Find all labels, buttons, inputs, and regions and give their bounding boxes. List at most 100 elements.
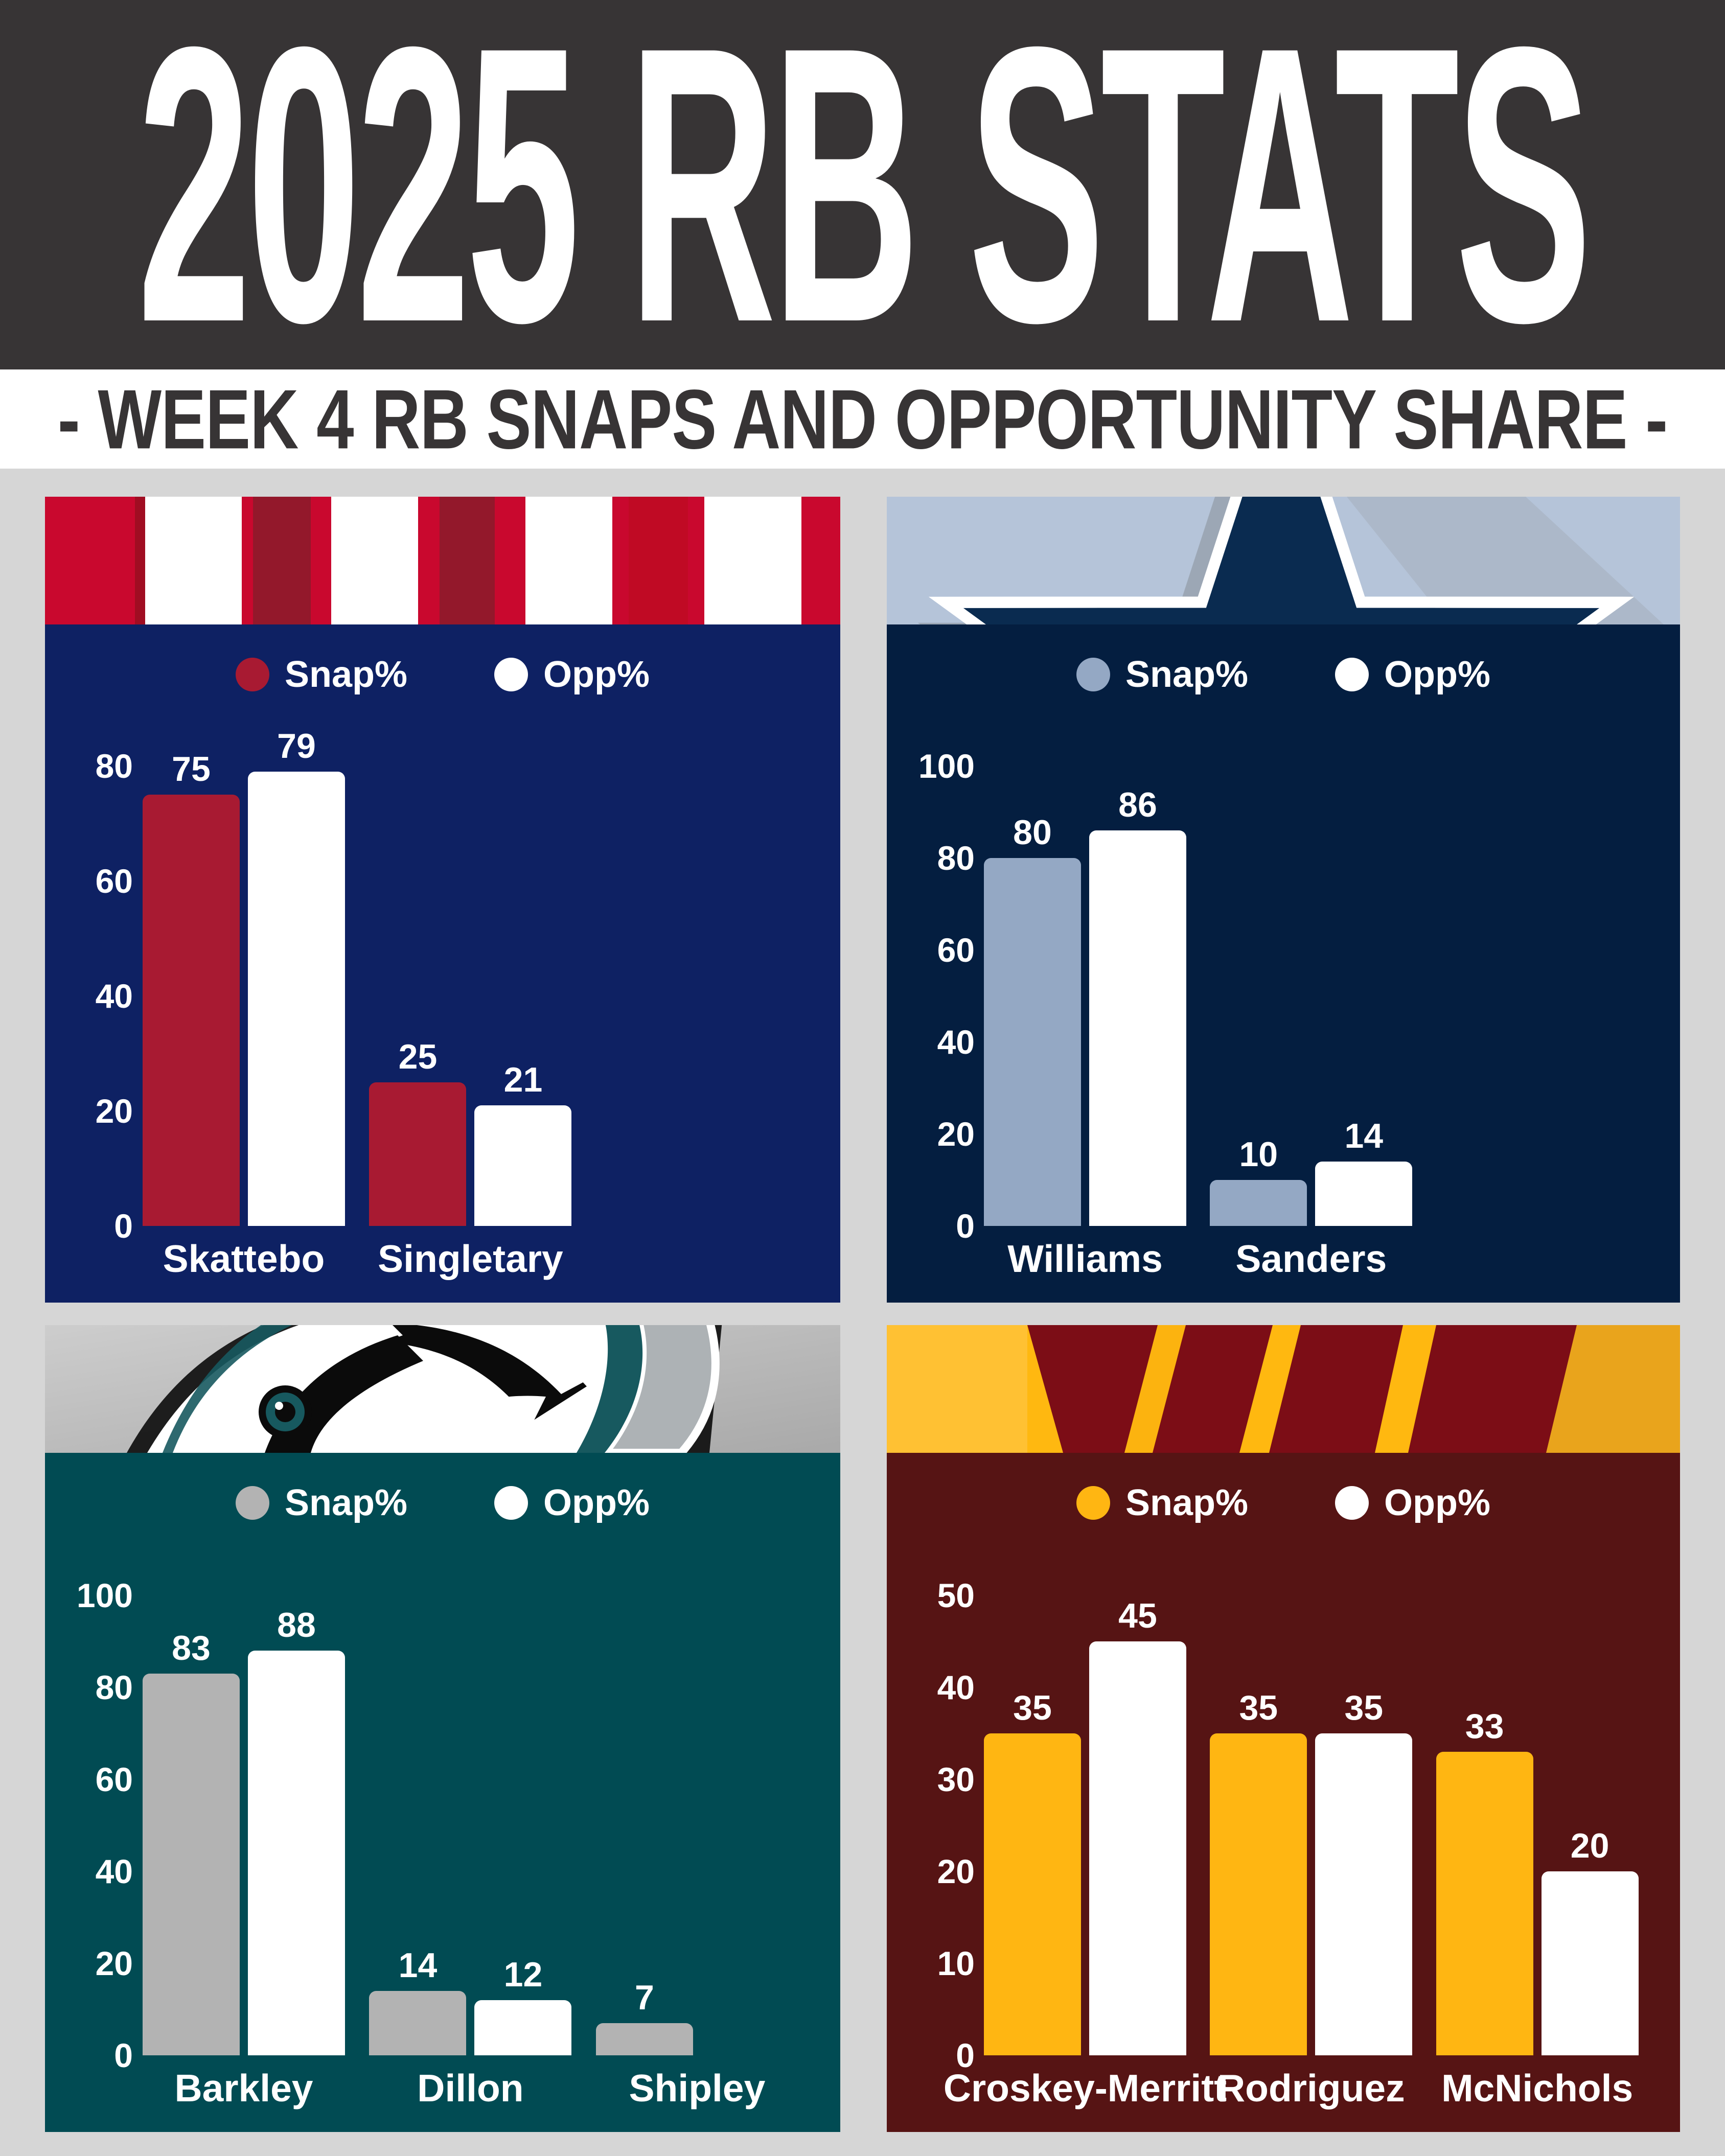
- cowboys-snap-bar: [984, 858, 1081, 1226]
- cowboys-star-icon: [887, 497, 1680, 624]
- y-tick-label: 0: [956, 2036, 975, 2074]
- commanders-opp-bar: [1315, 1733, 1413, 2055]
- eagles-snap-bar: [369, 1991, 467, 2055]
- y-tick-label: 80: [95, 747, 133, 785]
- y-tick-label: 20: [937, 1115, 975, 1153]
- commanders-snap-bar: [984, 1733, 1081, 2055]
- snap-legend-dot-icon: [235, 1486, 269, 1520]
- panel-giants: Snap% Opp% 80 60 40 20 0 75 79 Skattebo 25 21 Single…: [45, 497, 840, 1303]
- legend-item-opp: Opp%: [1335, 656, 1490, 693]
- y-tick-label: 60: [95, 862, 133, 900]
- bar-value-label: 45: [1118, 1596, 1157, 1635]
- bar-value-label: 10: [1239, 1135, 1278, 1174]
- snap-legend-dot-icon: [1076, 658, 1110, 691]
- opp-legend-dot-icon: [494, 1486, 528, 1520]
- giants-opp-bar: [248, 772, 345, 1226]
- giants-snap-bar: [143, 795, 240, 1226]
- y-tick-label: 80: [937, 839, 975, 877]
- y-tick-label: 40: [937, 1023, 975, 1061]
- cowboys-legend: Snap% Opp%: [887, 656, 1680, 693]
- legend-label: Snap%: [1125, 654, 1249, 695]
- giants-opp-bar: [474, 1105, 572, 1226]
- eagles-opp-bar: [248, 1651, 345, 2055]
- x-axis-label: Singletary: [378, 1237, 563, 1280]
- eagles-head-icon: [45, 1325, 840, 1453]
- cowboys-snap-bar: [1210, 1180, 1307, 1226]
- giants-chart: Snap% Opp% 80 60 40 20 0 75 79 Skattebo 25 21 Single…: [45, 624, 840, 1303]
- legend-item-opp: Opp%: [1335, 1485, 1490, 1521]
- bar-value-label: 20: [1570, 1826, 1609, 1865]
- y-tick-label: 50: [937, 1577, 975, 1614]
- bar-value-label: 88: [277, 1606, 316, 1644]
- x-axis-label: Shipley: [629, 2067, 766, 2109]
- legend-item-snap: Snap%: [235, 656, 407, 693]
- y-tick-label: 20: [937, 1852, 975, 1890]
- y-tick-label: 0: [114, 2036, 133, 2074]
- opp-legend-dot-icon: [1335, 1486, 1369, 1520]
- x-axis-label: Williams: [1007, 1237, 1163, 1280]
- bar-value-label: 35: [1013, 1688, 1052, 1727]
- subtitle-band: - WEEK 4 RB SNAPS AND OPPORTUNITY SHARE …: [0, 369, 1725, 469]
- eagles-chart: Snap% Opp% 100 80 60 40 20 0 83 88 Barkley 14 12 Dill…: [45, 1453, 840, 2132]
- bar-value-label: 83: [172, 1629, 211, 1667]
- eagles-header: [45, 1325, 840, 1453]
- snap-legend-dot-icon: [235, 658, 269, 691]
- commanders-opp-bar: [1089, 1641, 1186, 2055]
- eagles-opp-bar: [474, 2000, 572, 2055]
- y-tick-label: 40: [95, 977, 133, 1015]
- legend-label: Opp%: [1384, 654, 1491, 695]
- legend-item-snap: Snap%: [1076, 656, 1248, 693]
- x-axis-label: Dillon: [417, 2067, 524, 2109]
- y-tick-label: 0: [956, 1207, 975, 1245]
- giants-header: [45, 497, 840, 624]
- legend-label: Opp%: [543, 654, 650, 695]
- commanders-header: [887, 1325, 1680, 1453]
- bar-value-label: 14: [398, 1946, 438, 1985]
- page-title: 2025 RB STATS: [137, 0, 1592, 404]
- x-axis-label: Barkley: [174, 2067, 313, 2109]
- y-tick-label: 0: [114, 1207, 133, 1245]
- title-band: 2025 RB STATS: [0, 0, 1725, 404]
- y-tick-label: 20: [95, 1092, 133, 1130]
- legend-label: Snap%: [284, 1482, 408, 1523]
- y-tick-label: 60: [95, 1760, 133, 1798]
- cowboys-header: [887, 497, 1680, 624]
- bar-value-label: 79: [277, 727, 316, 766]
- bar-value-label: 86: [1118, 785, 1157, 824]
- cowboys-chart: Snap% Opp% 100 80 60 40 20 0 80 86 Williams 10 14 San…: [887, 624, 1680, 1303]
- x-axis-label: Rodriguez: [1217, 2067, 1405, 2109]
- bar-value-label: 12: [503, 1955, 543, 1994]
- eagles-snap-bar: [595, 2023, 693, 2055]
- legend-item-snap: Snap%: [235, 1482, 408, 1523]
- panel-commanders: Snap% Opp% 50 40 30 20 10 0 35 45 Croskey-Merritt 3…: [887, 1325, 1680, 2132]
- panel-eagles: Snap% Opp% 100 80 60 40 20 0 83 88 Barkley 14 12 Dill…: [45, 1325, 840, 2132]
- legend-label: Snap%: [1125, 1482, 1249, 1523]
- commanders-chart: Snap% Opp% 50 40 30 20 10 0 35 45 Croskey-Merritt 3…: [887, 1453, 1680, 2132]
- giants-legend: Snap% Opp%: [45, 656, 840, 693]
- x-axis-label: Skattebo: [163, 1237, 325, 1280]
- bar-value-label: 35: [1344, 1688, 1384, 1727]
- commanders-snap-bar: [1436, 1752, 1533, 2055]
- legend-item-snap: Snap%: [1076, 1485, 1248, 1521]
- y-tick-label: 30: [937, 1760, 975, 1798]
- legend-label: Opp%: [543, 1482, 650, 1523]
- giants-snap-bar: [369, 1082, 467, 1226]
- giants-stripes-icon: [45, 497, 840, 624]
- x-axis-label: McNichols: [1441, 2067, 1634, 2109]
- y-tick-label: 20: [95, 1944, 133, 1982]
- commanders-snap-bar: [1210, 1733, 1307, 2055]
- y-tick-label: 100: [918, 747, 975, 785]
- cowboys-opp-bar: [1089, 830, 1186, 1226]
- page-subtitle: - WEEK 4 RB SNAPS AND OPPORTUNITY SHARE …: [57, 372, 1668, 466]
- panel-cowboys: Snap% Opp% 100 80 60 40 20 0 80 86 Williams 10 14 San…: [887, 497, 1680, 1303]
- y-tick-label: 80: [95, 1668, 133, 1706]
- y-tick-label: 40: [95, 1852, 133, 1890]
- legend-item-opp: Opp%: [494, 1485, 650, 1521]
- y-tick-label: 10: [937, 1944, 975, 1982]
- eagles-snap-bar: [143, 1674, 240, 2055]
- bar-value-label: 33: [1465, 1707, 1504, 1746]
- bar-value-label: 75: [172, 750, 211, 789]
- y-tick-label: 60: [937, 931, 975, 969]
- commanders-opp-bar: [1541, 1871, 1639, 2055]
